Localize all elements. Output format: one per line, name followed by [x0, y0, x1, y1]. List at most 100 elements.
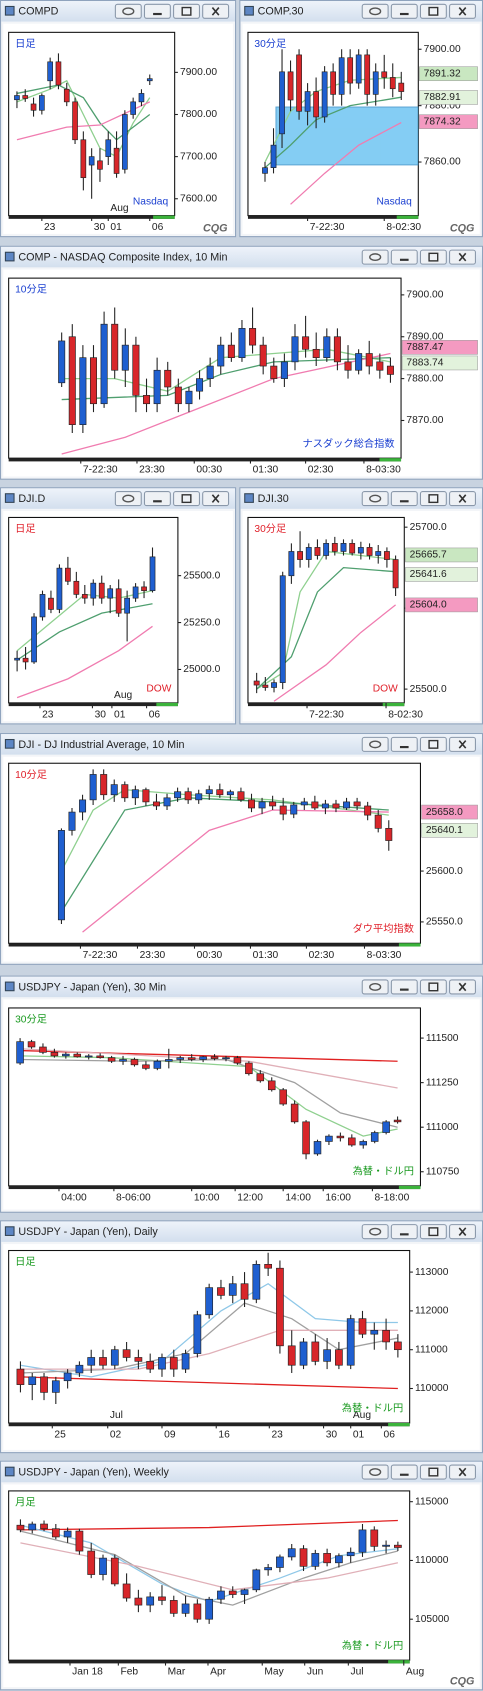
title-bar: [1, 734, 482, 755]
candle-body: [346, 1318, 355, 1366]
logo: CQG: [203, 222, 228, 234]
candle-body: [330, 71, 337, 95]
chart-window: USDJPY - Japan (Yen), Weekly 115000 110000…: [0, 1460, 483, 1691]
chart-source: DOW: [146, 684, 171, 695]
window-icon: [4, 981, 15, 992]
minimize-button[interactable]: [143, 3, 171, 19]
minimize-button[interactable]: [390, 249, 418, 265]
candle-body: [184, 791, 192, 801]
candle-body: [311, 1341, 320, 1362]
candle-body: [386, 365, 394, 375]
link-button[interactable]: [361, 736, 389, 752]
candle-body: [313, 1141, 322, 1155]
restore-button[interactable]: [419, 979, 447, 995]
candle-body: [238, 328, 246, 359]
minimize-button[interactable]: [390, 979, 418, 995]
candle-body: [65, 567, 71, 582]
restore-glyph: [428, 252, 439, 262]
minimize-button[interactable]: [390, 1464, 418, 1480]
minimize-button[interactable]: [143, 491, 171, 507]
candle-body: [30, 103, 37, 111]
window-icon: [4, 1466, 15, 1477]
candle-body: [187, 1057, 196, 1060]
restore-button[interactable]: [419, 736, 447, 752]
x-tick-label: 00:30: [197, 950, 223, 961]
y-tick-label: 110750: [426, 1166, 460, 1177]
y-tick-label: 111000: [415, 1344, 448, 1355]
candle-body: [28, 1523, 37, 1531]
candle-body: [115, 588, 122, 614]
candle-body: [314, 547, 321, 556]
link-button[interactable]: [361, 491, 389, 507]
x-tick-label: 30: [326, 1430, 338, 1441]
logo: CQG: [450, 1676, 475, 1688]
candle-body: [228, 1590, 237, 1595]
chart-window: DJI.D 25500.0 25250.0 25000.0 23 30 01 06 Aug 日足 D…: [0, 487, 237, 725]
candle-body: [142, 789, 150, 803]
y-tick-label: 7900.00: [180, 67, 217, 78]
link-button[interactable]: [361, 1464, 389, 1480]
link-button[interactable]: [114, 3, 142, 19]
chart-source: 為替・ドル円: [353, 1165, 414, 1178]
link-button[interactable]: [114, 491, 142, 507]
chart-label: 30分足: [15, 1014, 47, 1026]
candle-body: [88, 156, 95, 166]
time-axis: [8, 458, 402, 462]
window-icon: [4, 1226, 15, 1236]
x-tick-label: 01:30: [253, 465, 279, 476]
restore-glyph: [428, 982, 439, 992]
x-tick-label: Mar: [168, 1667, 186, 1678]
chart-source: ダウ平均指数: [353, 922, 414, 935]
x-tick-label: Jul: [350, 1667, 363, 1678]
link-button[interactable]: [361, 979, 389, 995]
x-tick-label: 8-02:30: [386, 222, 421, 233]
candle-body: [299, 1548, 308, 1567]
link-glyph: [369, 253, 382, 262]
restore-button[interactable]: [419, 491, 447, 507]
restore-glyph: [181, 6, 192, 16]
minimize-glyph: [153, 500, 162, 503]
window-title: COMP - NASDAQ Composite Index, 10 Min: [18, 251, 227, 263]
x-tick-label: 16: [218, 1430, 230, 1441]
link-button[interactable]: [361, 1224, 389, 1240]
minimize-button[interactable]: [390, 1224, 418, 1240]
candle-body: [158, 1596, 166, 1601]
candle-body: [372, 71, 379, 95]
candle-body: [138, 93, 145, 103]
candle-body: [346, 1551, 355, 1557]
link-button[interactable]: [361, 249, 389, 265]
candle-body: [279, 1089, 287, 1105]
x-tick-label: 01: [114, 709, 126, 720]
x-tick-label: 7-22:30: [83, 465, 118, 476]
restore-button[interactable]: [173, 3, 200, 19]
restore-button[interactable]: [173, 491, 200, 507]
candle-body: [89, 774, 97, 801]
candle-body: [205, 1287, 214, 1316]
candle-body: [340, 543, 347, 552]
candle-body: [291, 336, 299, 363]
x-tick-label: 01:30: [253, 950, 279, 961]
candle-body: [163, 797, 171, 807]
restore-button[interactable]: [419, 1464, 447, 1480]
minimize-button[interactable]: [390, 3, 418, 19]
candle-body: [90, 582, 97, 599]
plot-content: [16, 1252, 402, 1405]
restore-button[interactable]: [419, 1224, 447, 1240]
moving-average: [20, 1376, 398, 1390]
link-glyph: [122, 494, 135, 503]
restore-button[interactable]: [419, 249, 447, 265]
restore-button[interactable]: [419, 3, 447, 19]
minimize-button[interactable]: [390, 736, 418, 752]
title-bar: [1, 1461, 482, 1483]
link-button[interactable]: [361, 3, 389, 19]
x-tick-label: 06: [149, 709, 161, 720]
candle-body: [358, 1529, 367, 1553]
candle-body: [130, 101, 136, 115]
logo: CQG: [450, 222, 475, 234]
candle-body: [153, 1060, 162, 1069]
time-axis: [247, 215, 419, 219]
candle-body: [365, 353, 373, 367]
minimize-button[interactable]: [390, 491, 418, 507]
candle-body: [280, 361, 288, 379]
candle-body: [141, 586, 147, 591]
